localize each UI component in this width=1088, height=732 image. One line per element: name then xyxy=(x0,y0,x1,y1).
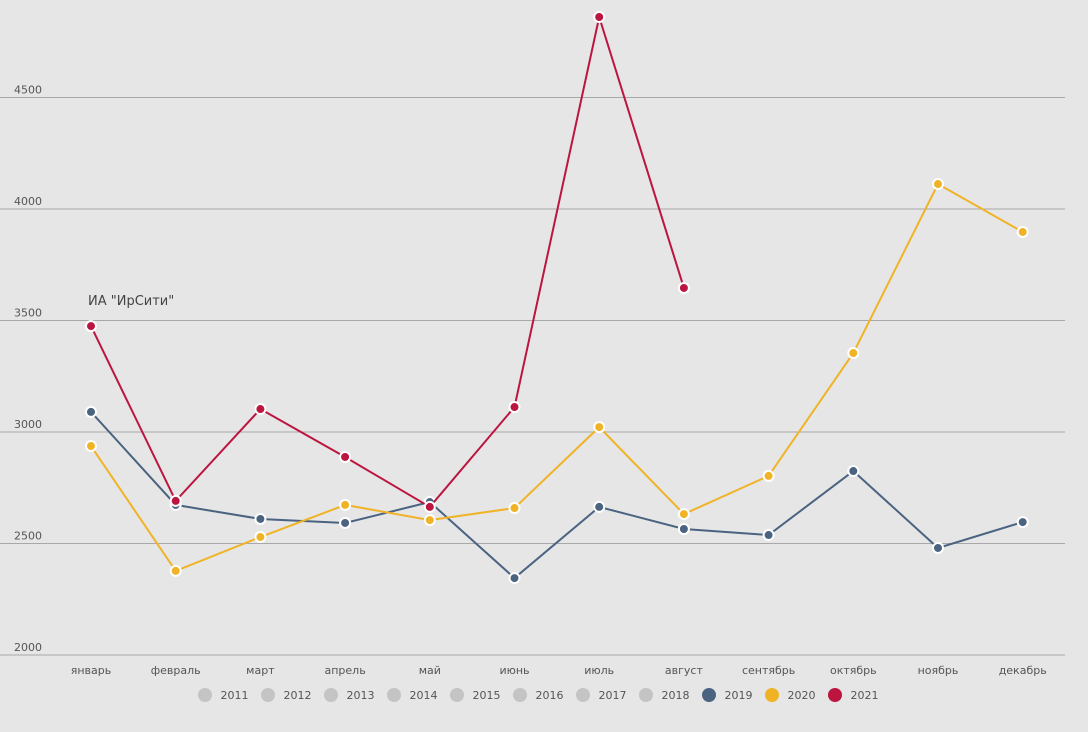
data-point[interactable] xyxy=(593,10,606,23)
data-point[interactable] xyxy=(254,403,267,416)
series-line xyxy=(90,182,1024,573)
legend-label: 2015 xyxy=(472,688,501,702)
data-point[interactable] xyxy=(85,440,97,453)
legend-item-2020[interactable]: 2020 xyxy=(764,688,816,702)
legend-marker-icon xyxy=(827,688,842,702)
data-point[interactable] xyxy=(339,498,352,511)
legend-label: 2012 xyxy=(283,688,312,702)
y-tick-label: 4500 xyxy=(14,84,42,97)
legend-item-2016[interactable]: 2016 xyxy=(512,688,564,702)
data-point[interactable] xyxy=(677,281,690,294)
data-point[interactable] xyxy=(85,405,97,418)
legend-label: 2014 xyxy=(409,688,438,702)
legend-label: 2018 xyxy=(661,688,690,702)
x-tick-label: июнь xyxy=(499,664,529,677)
x-tick-label: июль xyxy=(584,664,614,677)
legend-label: 2013 xyxy=(346,688,375,702)
data-point[interactable] xyxy=(677,508,690,521)
legend-item-2011[interactable]: 2011 xyxy=(197,688,249,702)
y-tick-label: 2000 xyxy=(14,641,42,654)
data-point[interactable] xyxy=(847,347,860,360)
data-point[interactable] xyxy=(85,320,97,333)
data-point[interactable] xyxy=(508,572,521,585)
data-point[interactable] xyxy=(254,531,267,544)
legend-marker-icon xyxy=(449,688,464,702)
data-point[interactable] xyxy=(677,523,690,536)
x-tick-label: март xyxy=(246,664,275,677)
series-line xyxy=(90,411,1023,580)
legend-marker-icon xyxy=(260,688,275,702)
data-point[interactable] xyxy=(169,494,182,507)
data-point[interactable] xyxy=(932,541,944,554)
legend-marker-icon xyxy=(386,688,401,702)
legend-marker-icon xyxy=(197,688,212,702)
data-point[interactable] xyxy=(762,469,775,482)
legend-item-2012[interactable]: 2012 xyxy=(260,688,312,702)
data-point[interactable] xyxy=(593,421,606,434)
x-tick-label: апрель xyxy=(324,664,365,677)
x-tick-label: октябрь xyxy=(830,664,877,677)
legend-marker-icon xyxy=(701,688,716,702)
x-tick-label: сентябрь xyxy=(742,664,795,677)
data-point[interactable] xyxy=(254,512,267,525)
data-point[interactable] xyxy=(593,500,606,513)
data-point[interactable] xyxy=(423,500,436,513)
y-tick-label: 3000 xyxy=(14,418,42,431)
legend-item-2013[interactable]: 2013 xyxy=(323,688,375,702)
data-point[interactable] xyxy=(508,401,521,414)
series-line xyxy=(90,13,685,509)
x-tick-label: декабрь xyxy=(999,664,1047,677)
legend-marker-icon xyxy=(575,688,590,702)
series-2020 xyxy=(85,178,1029,577)
x-tick-label: август xyxy=(665,664,704,677)
data-point[interactable] xyxy=(762,529,775,542)
legend-marker-icon xyxy=(764,688,779,702)
data-point[interactable] xyxy=(169,564,182,577)
legend-label: 2021 xyxy=(850,688,879,702)
series-2021 xyxy=(85,10,690,513)
data-point[interactable] xyxy=(339,450,352,463)
data-point[interactable] xyxy=(1016,516,1029,529)
legend-label: 2011 xyxy=(220,688,249,702)
y-tick-label: 3500 xyxy=(14,307,42,320)
x-tick-label: февраль xyxy=(151,664,201,677)
legend: 2011 2012 2013 2014 2015 2016 2017 2018 2019 2020… xyxy=(0,688,1088,702)
data-point[interactable] xyxy=(423,514,436,527)
data-point[interactable] xyxy=(932,178,944,191)
legend-label: 2017 xyxy=(598,688,627,702)
x-tick-label: январь xyxy=(71,664,112,677)
legend-item-2014[interactable]: 2014 xyxy=(386,688,438,702)
data-point[interactable] xyxy=(1016,225,1029,238)
legend-marker-icon xyxy=(512,688,527,702)
data-point[interactable] xyxy=(847,465,860,478)
y-tick-label: 2500 xyxy=(14,530,42,543)
legend-label: 2016 xyxy=(535,688,564,702)
legend-label: 2020 xyxy=(787,688,816,702)
y-tick-label: 4000 xyxy=(14,195,42,208)
legend-marker-icon xyxy=(323,688,338,702)
legend-item-2017[interactable]: 2017 xyxy=(575,688,627,702)
legend-item-2019[interactable]: 2019 xyxy=(701,688,753,702)
x-tick-label: май xyxy=(419,664,441,677)
data-point[interactable] xyxy=(508,502,521,515)
legend-item-2018[interactable]: 2018 xyxy=(638,688,690,702)
source-label: ИА "ИрСити" xyxy=(88,294,175,309)
data-point[interactable] xyxy=(339,516,352,529)
series-2019 xyxy=(85,405,1029,585)
legend-item-2015[interactable]: 2015 xyxy=(449,688,501,702)
legend-label: 2019 xyxy=(724,688,753,702)
x-tick-label: ноябрь xyxy=(918,664,959,677)
legend-item-2021[interactable]: 2021 xyxy=(827,688,879,702)
legend-marker-icon xyxy=(638,688,653,702)
